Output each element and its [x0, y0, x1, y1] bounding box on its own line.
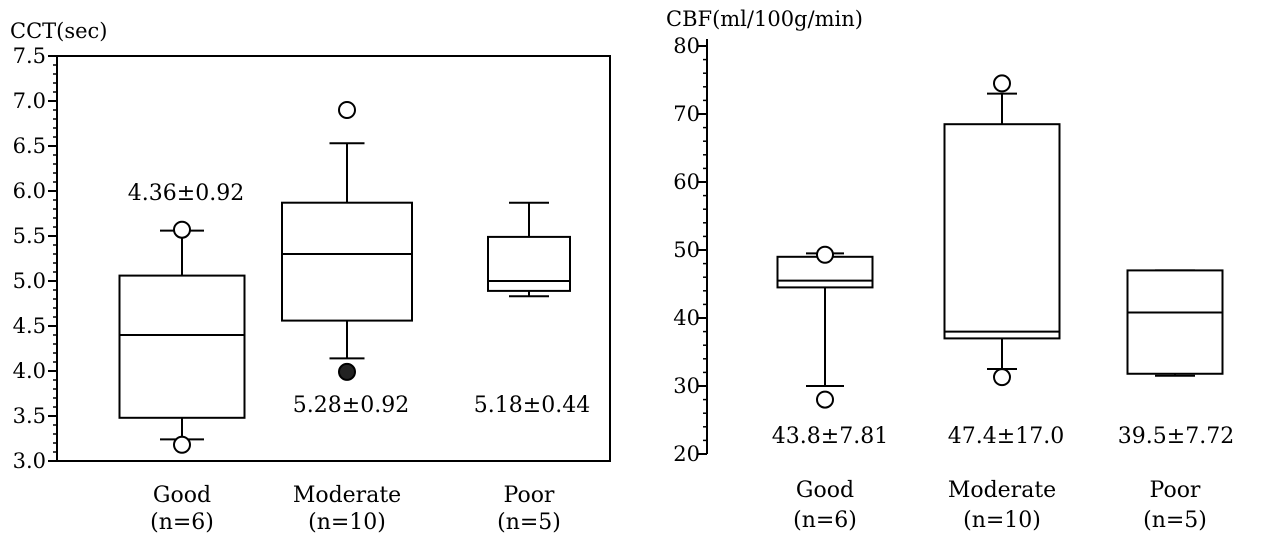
box-poor	[487, 235, 571, 292]
stat-annotation-poor: 5.18±0.44	[474, 393, 590, 418]
y-tick-label: 3.5	[13, 404, 46, 428]
y-tick-label: 4.0	[13, 359, 46, 383]
y-tick-label: 5.5	[13, 224, 46, 248]
plot-frame	[56, 55, 611, 462]
category-label-moderate: Moderate	[948, 478, 1056, 503]
category-label-good: Good	[153, 483, 211, 508]
cct-panel: CCT(sec) 3.03.54.04.55.05.56.06.57.07.5 …	[10, 19, 611, 535]
outlier-moderate	[993, 368, 1011, 387]
y-tick-label: 4.5	[13, 314, 46, 338]
box-moderate	[943, 123, 1061, 340]
y-axis-ticks: 20 30 40 50 60 70 80	[673, 34, 707, 466]
outlier-good	[816, 245, 834, 264]
stat-annotation-good: 4.36±0.92	[128, 181, 244, 206]
category-labels: Good(n=6) Moderate(n=10) Poor(n=5)	[150, 483, 561, 535]
category-n-good: (n=6)	[150, 510, 214, 535]
category-labels: Good (n=6) Moderate (n=10) Poor (n=5)	[793, 478, 1207, 533]
y-tick-label: 60	[673, 170, 700, 194]
y-axis-title: CCT(sec)	[10, 19, 108, 43]
category-label-poor: Poor	[504, 483, 555, 508]
stat-annotation-moderate: 47.4±17.0	[948, 424, 1064, 449]
box-poor	[1126, 269, 1224, 375]
y-tick-label: 7.0	[13, 89, 46, 113]
outlier-good	[816, 390, 834, 409]
y-tick-label: 3.0	[13, 449, 46, 473]
box-plots	[776, 74, 1224, 409]
box-moderate	[281, 201, 413, 322]
y-tick-label: 6.0	[13, 179, 46, 203]
stat-annotation-good: 43.8±7.81	[772, 424, 888, 449]
y-tick-label: 30	[673, 374, 700, 398]
y-tick-label: 50	[673, 238, 700, 262]
y-axis-title: CBF(ml/100g/min)	[666, 7, 863, 31]
category-n-poor: (n=5)	[497, 510, 561, 535]
outlier-filled-moderate	[338, 362, 356, 381]
y-axis-ticks: 3.0 3.5 4.0 4.5 5.0 5.5 6.0 6.5 7.0 7.5	[13, 44, 57, 473]
y-tick-label: 6.5	[13, 134, 46, 158]
stat-annotation-moderate: 5.28±0.92	[293, 393, 409, 418]
y-tick-label: 20	[673, 442, 700, 466]
box-good	[118, 274, 246, 419]
y-tick-label: 5.0	[13, 269, 46, 293]
box-good	[776, 255, 874, 289]
y-tick-label: 80	[673, 34, 700, 58]
category-n-poor: (n=5)	[1143, 508, 1207, 533]
y-tick-label: 40	[673, 306, 700, 330]
y-tick-label: 70	[673, 102, 700, 126]
category-label-moderate: Moderate	[293, 483, 401, 508]
stat-annotation-poor: 39.5±7.72	[1118, 424, 1234, 449]
category-label-poor: Poor	[1150, 478, 1201, 503]
outlier-moderate	[338, 101, 356, 119]
category-n-moderate: (n=10)	[308, 510, 386, 535]
cbf-panel: CBF(ml/100g/min) 20 30 40 50 60 70 80 Good (n=6…	[666, 7, 1234, 533]
category-n-good: (n=6)	[793, 508, 857, 533]
outlier-good	[173, 435, 191, 454]
category-n-moderate: (n=10)	[963, 508, 1041, 533]
category-label-good: Good	[796, 478, 854, 503]
box-plots	[118, 101, 571, 454]
y-tick-label: 7.5	[13, 44, 46, 68]
outlier-good	[173, 220, 191, 239]
outlier-moderate	[993, 74, 1011, 93]
